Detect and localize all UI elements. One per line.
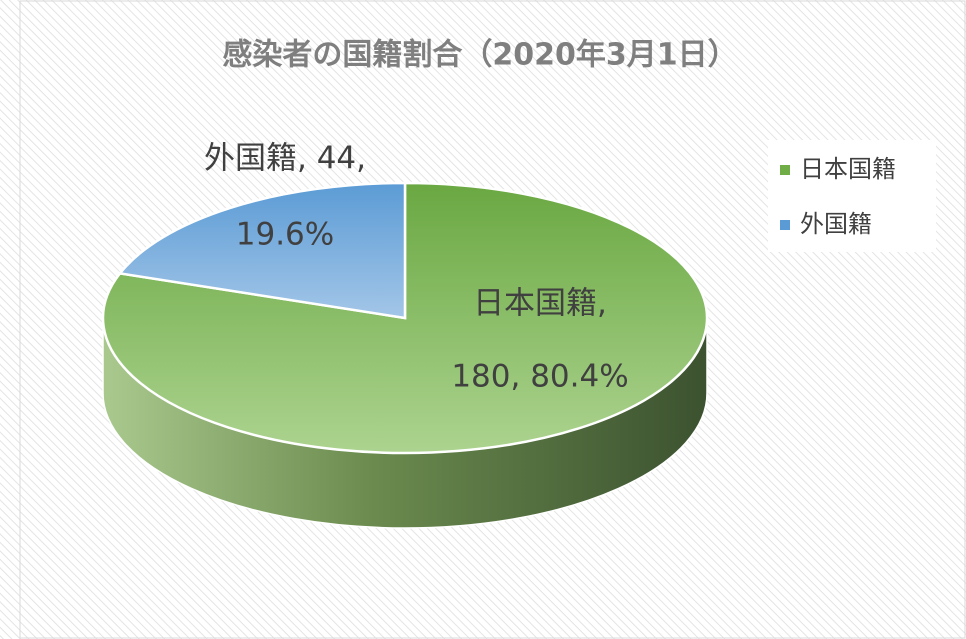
legend-swatch [780, 165, 790, 175]
legend-label: 外国籍 [800, 210, 872, 238]
pie-slice [117, 181, 407, 320]
data-label: 日本国籍, [473, 286, 607, 322]
chart-border [19, 0, 966, 639]
legend-label: 日本国籍 [800, 155, 896, 183]
chart-title: 感染者の国籍割合（2020年3月1日） [222, 38, 737, 73]
data-label: 外国籍, 44, [204, 141, 366, 177]
data-label: 180, 80.4% [451, 359, 628, 395]
data-label: 19.6% [236, 217, 334, 253]
legend-swatch [780, 220, 790, 230]
legend-box [768, 140, 936, 252]
